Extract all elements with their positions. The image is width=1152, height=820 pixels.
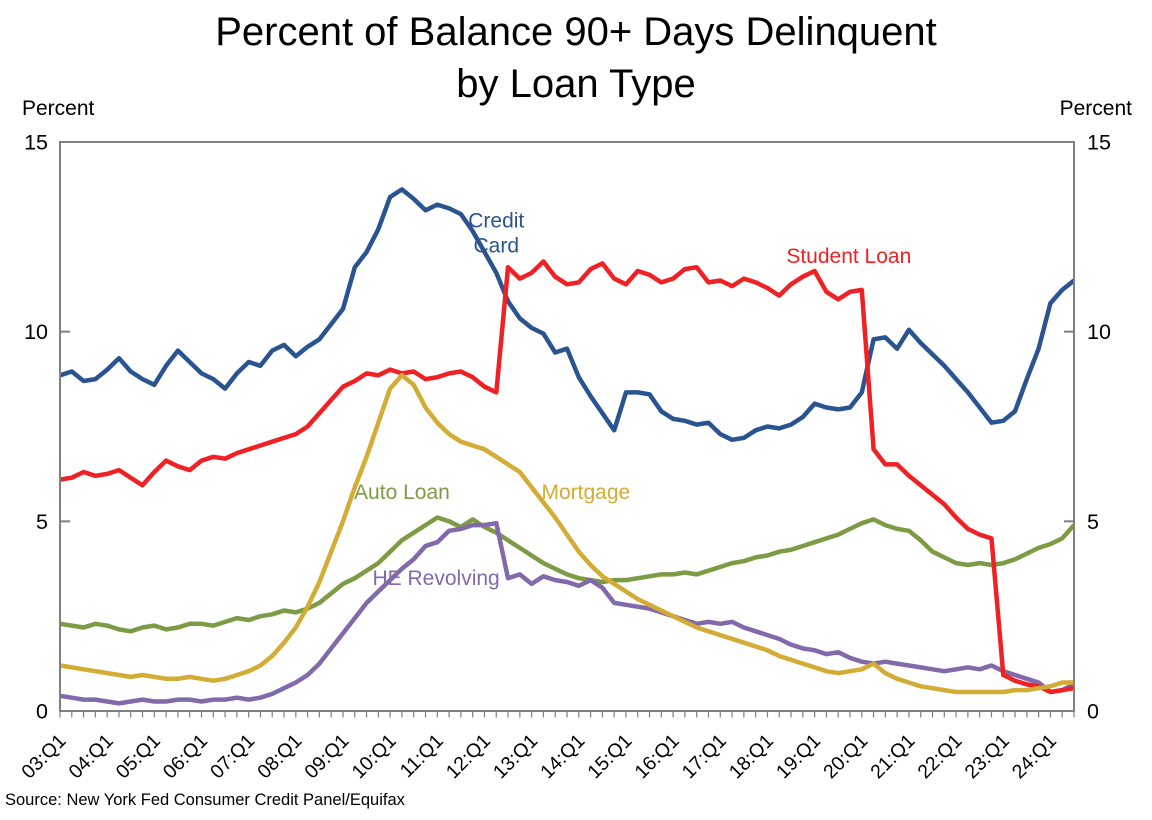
x-tick-label-10:Q1: 10:Q1 [348,730,401,783]
series-label-he-revolving: HE Revolving [373,567,500,590]
y-tick-label-right-10: 10 [1087,320,1111,344]
y-tick-label-right-15: 15 [1087,131,1111,155]
x-tick-label-04:Q1: 04:Q1 [65,730,118,783]
series-line-credit-card [59,187,1075,443]
y-tick-label-left-15: 15 [24,131,48,155]
y-axis-unit-right: Percent [1059,97,1132,120]
x-tick-label-03:Q1: 03:Q1 [17,730,70,783]
x-tick-label-20:Q1: 20:Q1 [819,730,872,783]
x-tick-label-08:Q1: 08:Q1 [253,730,306,783]
y-axis-unit-left: Percent [22,97,95,120]
x-tick-label-11:Q1: 11:Q1 [396,730,448,782]
series-line-mortgage [59,373,1074,695]
x-tick-label-19:Q1: 19:Q1 [772,730,825,783]
chart-title-line2: by Loan Type [456,62,696,106]
x-tick-label-18:Q1: 18:Q1 [725,730,778,783]
y-tick-label-left-0: 0 [36,700,48,724]
x-tick-label-24:Q1: 24:Q1 [1008,730,1061,783]
x-tick-label-21:Q1: 21:Q1 [866,730,919,783]
series-label-credit-card: Credit Card [468,210,524,258]
series-line-auto-loan [59,515,1075,634]
x-tick-label-06:Q1: 06:Q1 [159,730,212,783]
series-label-student-loan: Student Loan [786,245,911,268]
x-tick-label-16:Q1: 16:Q1 [631,730,684,783]
x-tick-label-09:Q1: 09:Q1 [300,730,353,783]
y-tick-label-right-0: 0 [1087,700,1099,724]
x-tick-label-15:Q1: 15:Q1 [583,730,636,783]
series-line-student-loan [59,259,1075,695]
source-note: Source: New York Fed Consumer Credit Pan… [5,791,405,809]
y-tick-label-left-10: 10 [24,320,48,344]
series-label-mortgage: Mortgage [542,481,631,504]
chart-title: Percent of Balance 90+ Days Delinquent b… [0,6,1152,110]
x-tick-label-22:Q1: 22:Q1 [914,730,967,783]
x-tick-label-07:Q1: 07:Q1 [206,730,259,783]
x-tick-label-14:Q1: 14:Q1 [536,730,589,783]
x-tick-label-12:Q1: 12:Q1 [442,730,495,783]
x-tick-label-23:Q1: 23:Q1 [961,730,1014,783]
x-tick-label-13:Q1: 13:Q1 [489,730,542,783]
series-label-auto-loan: Auto Loan [354,481,450,504]
y-tick-label-right-5: 5 [1087,510,1099,534]
x-tick-label-17:Q1: 17:Q1 [678,730,731,783]
series-line-he-revolving [59,520,1075,706]
x-tick-label-05:Q1: 05:Q1 [112,730,165,783]
chart-title-line1: Percent of Balance 90+ Days Delinquent [215,10,937,54]
y-tick-label-left-5: 5 [36,510,48,534]
